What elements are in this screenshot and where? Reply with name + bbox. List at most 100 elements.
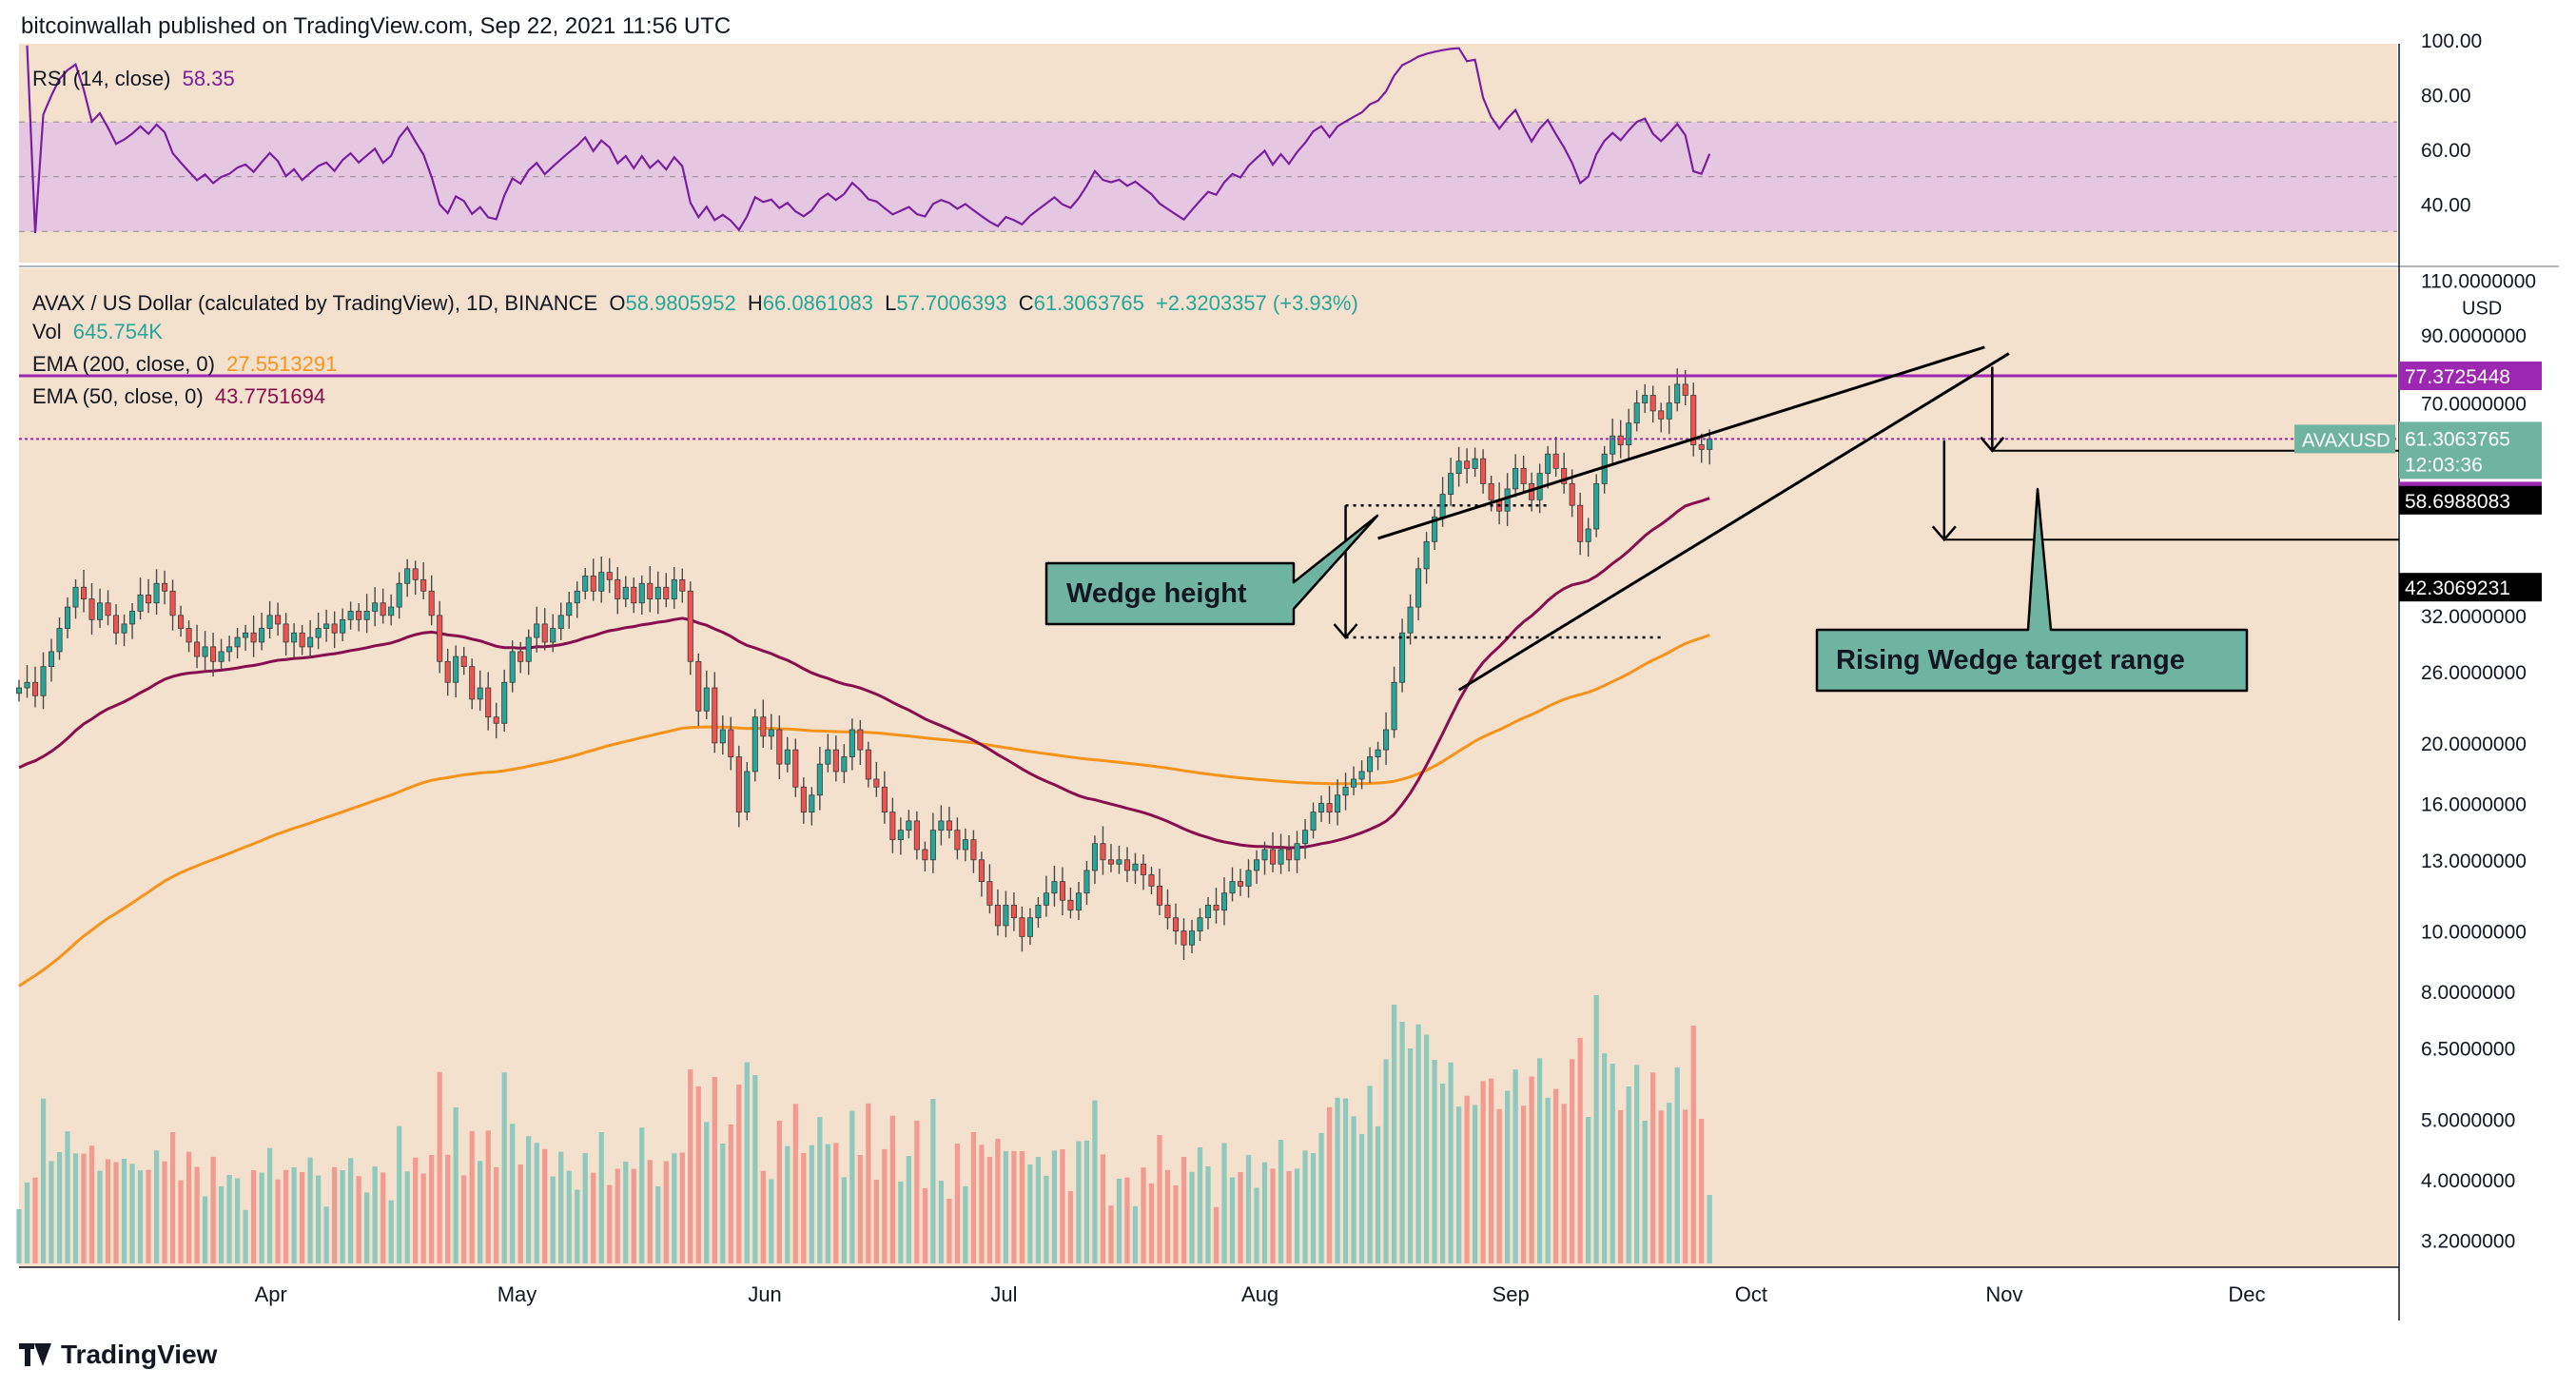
candle-body bbox=[453, 655, 459, 683]
volume-bar bbox=[582, 1153, 588, 1263]
volume-bar bbox=[1626, 1086, 1631, 1263]
volume-bar bbox=[1108, 1205, 1114, 1263]
volume-bar bbox=[841, 1177, 847, 1263]
volume-bar bbox=[478, 1161, 483, 1263]
volume-bar bbox=[1003, 1151, 1009, 1263]
volume-bar bbox=[1342, 1098, 1349, 1263]
volume-bar bbox=[40, 1098, 47, 1263]
vol-value: 645.754K bbox=[72, 320, 163, 343]
volume-bar bbox=[121, 1159, 127, 1263]
volume-bar bbox=[566, 1170, 572, 1263]
candle-body bbox=[1649, 395, 1656, 412]
candle-body bbox=[1278, 849, 1284, 865]
candle-body bbox=[929, 830, 936, 861]
candle-body bbox=[266, 615, 273, 629]
volume-bar bbox=[307, 1157, 313, 1263]
volume-bar bbox=[1294, 1168, 1300, 1263]
volume-bar bbox=[364, 1192, 370, 1263]
volume-bar bbox=[930, 1099, 936, 1263]
volume-bar bbox=[1173, 1185, 1179, 1263]
candle-body bbox=[1439, 494, 1446, 518]
candle-body bbox=[1351, 778, 1357, 788]
candle-body bbox=[1423, 540, 1430, 570]
time-tick-label: Jul bbox=[990, 1282, 1017, 1306]
candle-body bbox=[1391, 681, 1397, 731]
candle-body bbox=[1318, 803, 1325, 813]
volume-bar bbox=[105, 1159, 111, 1263]
candle-body bbox=[1698, 444, 1705, 450]
candle-body bbox=[1302, 830, 1309, 845]
wedge-height-text: Wedge height bbox=[1066, 578, 1247, 609]
ema200-label: EMA (200, close, 0) bbox=[32, 352, 215, 376]
candle-body bbox=[776, 729, 783, 765]
price-pane-bg bbox=[19, 268, 2397, 1267]
volume-bar bbox=[712, 1077, 717, 1263]
volume-bar bbox=[575, 1189, 580, 1263]
volume-bar bbox=[1351, 1116, 1356, 1263]
volume-bar bbox=[1488, 1078, 1494, 1263]
candle-body bbox=[420, 578, 427, 592]
ohlc-c-label: C bbox=[1018, 291, 1034, 315]
volume-bar bbox=[631, 1168, 636, 1263]
volume-bar bbox=[413, 1157, 419, 1263]
candle-body bbox=[517, 651, 524, 662]
volume-bar bbox=[226, 1175, 232, 1263]
volume-bar bbox=[404, 1171, 410, 1263]
candle-body bbox=[1690, 395, 1697, 445]
candle-body bbox=[412, 568, 419, 580]
candle-body bbox=[590, 576, 596, 592]
volume-bar bbox=[873, 1180, 879, 1263]
volume-bar bbox=[1399, 1022, 1405, 1263]
volume-bar bbox=[1189, 1171, 1195, 1263]
wedge-upper-line bbox=[1377, 345, 1985, 540]
candle-body bbox=[291, 632, 298, 643]
volume-bar bbox=[720, 1144, 726, 1263]
candle-body bbox=[202, 646, 208, 657]
candle-body bbox=[121, 623, 127, 634]
time-tick-label: Nov bbox=[1985, 1282, 2022, 1306]
candle-body bbox=[137, 594, 144, 612]
volume-bar bbox=[1464, 1095, 1470, 1263]
candle-body bbox=[525, 636, 532, 662]
candle-body bbox=[1237, 881, 1244, 887]
candle-body bbox=[315, 628, 322, 638]
ema200-line bbox=[18, 634, 1710, 988]
volume-bar bbox=[1326, 1106, 1333, 1263]
candle-body bbox=[1358, 771, 1365, 780]
volume-bar bbox=[817, 1117, 823, 1263]
price-tick-label: 16.0000000 bbox=[2421, 794, 2527, 816]
volume-bar bbox=[1205, 1166, 1211, 1263]
volume-bar bbox=[1229, 1177, 1236, 1263]
candle-body bbox=[1488, 482, 1494, 500]
candle-body bbox=[372, 602, 379, 612]
tag-target-low: 42.3069231 bbox=[2405, 577, 2510, 599]
tag-target-high: 58.6988083 bbox=[2405, 491, 2510, 513]
candle-body bbox=[654, 586, 661, 599]
tradingview-brand[interactable]: TradingView bbox=[19, 1340, 217, 1370]
candle-body bbox=[509, 651, 516, 683]
candle-body bbox=[1035, 905, 1042, 919]
rsi-label: RSI (14, close) bbox=[32, 67, 171, 90]
volume-bar bbox=[704, 1122, 710, 1263]
volume-bar bbox=[866, 1103, 871, 1263]
candle-body bbox=[1253, 859, 1260, 871]
volume-bar bbox=[113, 1162, 119, 1263]
volume-bar bbox=[356, 1176, 361, 1263]
volume-bar bbox=[420, 1173, 426, 1263]
ema200-legend: EMA (200, close, 0) 27.5513291 bbox=[32, 352, 342, 377]
volume-bar bbox=[769, 1179, 774, 1263]
candle-body bbox=[615, 578, 621, 599]
volume-bar bbox=[1577, 1038, 1583, 1263]
candle-body bbox=[1019, 917, 1025, 937]
volume-bar bbox=[728, 1125, 733, 1263]
volume-bar bbox=[744, 1062, 750, 1263]
volume-bar bbox=[1391, 1005, 1397, 1263]
candle-body bbox=[889, 812, 896, 841]
candle-body bbox=[557, 615, 564, 629]
volume-bar bbox=[1586, 1117, 1591, 1263]
volume-bar bbox=[1618, 1109, 1624, 1263]
tradingview-logo-icon bbox=[19, 1343, 51, 1366]
tag-target-high-bg bbox=[2399, 485, 2542, 515]
time-tick-label: Aug bbox=[1241, 1282, 1278, 1306]
